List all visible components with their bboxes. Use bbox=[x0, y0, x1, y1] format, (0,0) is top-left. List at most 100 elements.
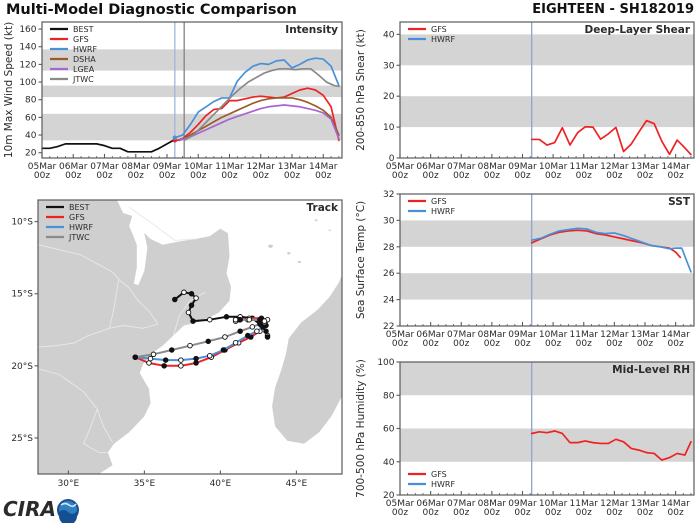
svg-text:14Mar: 14Mar bbox=[309, 162, 338, 172]
svg-text:35°E: 35°E bbox=[134, 479, 156, 489]
track-point bbox=[193, 295, 199, 301]
svg-text:00z: 00z bbox=[545, 508, 561, 518]
track-line-gfs bbox=[134, 317, 269, 367]
track-point bbox=[147, 355, 154, 362]
cira-logo-text: CIRA bbox=[3, 497, 56, 521]
svg-text:13Mar: 13Mar bbox=[631, 162, 660, 172]
svg-text:00z: 00z bbox=[392, 508, 408, 518]
legend-label-hwrf: HWRF bbox=[73, 45, 97, 54]
legend-label-jtwc: JTWC bbox=[68, 233, 90, 242]
svg-text:09Mar: 09Mar bbox=[153, 162, 182, 172]
storm-title: EIGHTEEN - SH182019 bbox=[532, 2, 694, 17]
svg-text:11Mar: 11Mar bbox=[570, 499, 599, 509]
svg-text:60: 60 bbox=[383, 425, 395, 435]
svg-text:00z: 00z bbox=[34, 171, 50, 181]
svg-text:00z: 00z bbox=[514, 339, 530, 349]
svg-text:00z: 00z bbox=[606, 339, 622, 349]
track-point bbox=[187, 342, 193, 349]
panel-sst[interactable]: 22 24 26 28 30 32 05Mar 00z 06Mar 00z 07Mar 00z 08Ma… bbox=[352, 188, 700, 356]
svg-text:00z: 00z bbox=[159, 171, 175, 181]
svg-text:10°S: 10°S bbox=[11, 218, 33, 228]
svg-text:08Mar: 08Mar bbox=[478, 162, 507, 172]
track-point bbox=[223, 314, 230, 320]
svg-text:00z: 00z bbox=[576, 339, 592, 349]
svg-text:07Mar: 07Mar bbox=[447, 162, 476, 172]
panel-shear[interactable]: 0 10 20 30 40 05Mar 00z 06Mar 00z 07Mar 00z 08Mar 00… bbox=[352, 16, 700, 188]
panel-intensity[interactable]: 20 40 60 80 100 120 140 160 05Mar 00z 06Mar 00z 07Ma… bbox=[0, 16, 348, 188]
legend-label-gfs: GFS bbox=[431, 470, 447, 479]
svg-text:00z: 00z bbox=[668, 339, 684, 349]
svg-text:05Mar: 05Mar bbox=[28, 162, 57, 172]
svg-text:07Mar: 07Mar bbox=[90, 162, 119, 172]
svg-text:00z: 00z bbox=[453, 171, 469, 181]
legend-label-dsha: DSHA bbox=[73, 55, 96, 64]
svg-text:20: 20 bbox=[383, 491, 395, 501]
y-axis-label: 10m Max Wind Speed (kt) bbox=[3, 22, 15, 158]
svg-text:08Mar: 08Mar bbox=[478, 499, 507, 509]
svg-text:40°E: 40°E bbox=[210, 479, 232, 489]
track-point bbox=[249, 324, 256, 330]
svg-text:00z: 00z bbox=[128, 171, 144, 181]
svg-text:13Mar: 13Mar bbox=[631, 499, 660, 509]
svg-text:60: 60 bbox=[25, 113, 37, 123]
track-point bbox=[150, 351, 157, 358]
svg-text:00z: 00z bbox=[637, 508, 653, 518]
track-point bbox=[232, 316, 239, 323]
track-point bbox=[207, 316, 213, 323]
track-point bbox=[172, 296, 178, 303]
svg-text:30°E: 30°E bbox=[58, 479, 80, 489]
svg-text:07Mar: 07Mar bbox=[447, 330, 476, 340]
svg-text:00z: 00z bbox=[514, 171, 530, 181]
track-point bbox=[245, 332, 251, 339]
panel-title: Intensity bbox=[285, 24, 338, 36]
legend-label-gfs: GFS bbox=[69, 213, 85, 222]
svg-text:30: 30 bbox=[383, 216, 395, 226]
track-point bbox=[132, 354, 139, 360]
panel-rh[interactable]: 20 40 60 80 100 05Mar 00z 06Mar 00z 07Mar 00z 08Mar… bbox=[352, 356, 700, 525]
svg-text:45°E: 45°E bbox=[286, 479, 308, 489]
svg-text:80: 80 bbox=[25, 96, 37, 106]
track-point bbox=[190, 318, 196, 324]
svg-text:06Mar: 06Mar bbox=[59, 162, 88, 172]
svg-text:06Mar: 06Mar bbox=[416, 330, 445, 340]
svg-text:08Mar: 08Mar bbox=[478, 330, 507, 340]
svg-text:09Mar: 09Mar bbox=[508, 330, 537, 340]
legend-label-hwrf: HWRF bbox=[431, 35, 455, 44]
svg-text:11Mar: 11Mar bbox=[570, 330, 599, 340]
svg-text:12Mar: 12Mar bbox=[247, 162, 276, 172]
svg-text:14Mar: 14Mar bbox=[661, 330, 690, 340]
svg-text:12Mar: 12Mar bbox=[600, 330, 629, 340]
track-point bbox=[232, 340, 239, 346]
svg-text:09Mar: 09Mar bbox=[508, 162, 537, 172]
svg-text:00z: 00z bbox=[576, 171, 592, 181]
panel-track[interactable]: 10°S 15°S 20°S 25°S 30°E 35°E 40°E 45°E Track BES… bbox=[0, 190, 348, 510]
legend-label-best: BEST bbox=[69, 203, 90, 212]
svg-text:11Mar: 11Mar bbox=[215, 162, 244, 172]
legend-label-hwrf: HWRF bbox=[69, 223, 93, 232]
svg-text:10Mar: 10Mar bbox=[539, 499, 568, 509]
page-header: Multi-Model Diagnostic Comparison EIGHTE… bbox=[6, 2, 694, 18]
track-point bbox=[264, 334, 271, 340]
svg-text:160: 160 bbox=[19, 25, 36, 35]
track-point bbox=[185, 309, 192, 316]
svg-text:00z: 00z bbox=[606, 508, 622, 518]
legend-label-gfs: GFS bbox=[73, 35, 89, 44]
svg-text:00z: 00z bbox=[96, 171, 112, 181]
svg-text:06Mar: 06Mar bbox=[416, 162, 445, 172]
legend-label-hwrf: HWRF bbox=[431, 207, 455, 216]
svg-text:05Mar: 05Mar bbox=[386, 162, 415, 172]
svg-text:12Mar: 12Mar bbox=[600, 162, 629, 172]
svg-text:20: 20 bbox=[383, 92, 395, 102]
legend-label-gfs: GFS bbox=[431, 197, 447, 206]
y-axis-label: 200-850 hPa Shear (kt) bbox=[355, 29, 367, 151]
track-point bbox=[237, 328, 243, 334]
track-point bbox=[222, 334, 228, 340]
legend-label-jtwc: JTWC bbox=[72, 75, 94, 84]
panel-title: SST bbox=[668, 196, 691, 208]
svg-text:20°S: 20°S bbox=[11, 362, 33, 372]
